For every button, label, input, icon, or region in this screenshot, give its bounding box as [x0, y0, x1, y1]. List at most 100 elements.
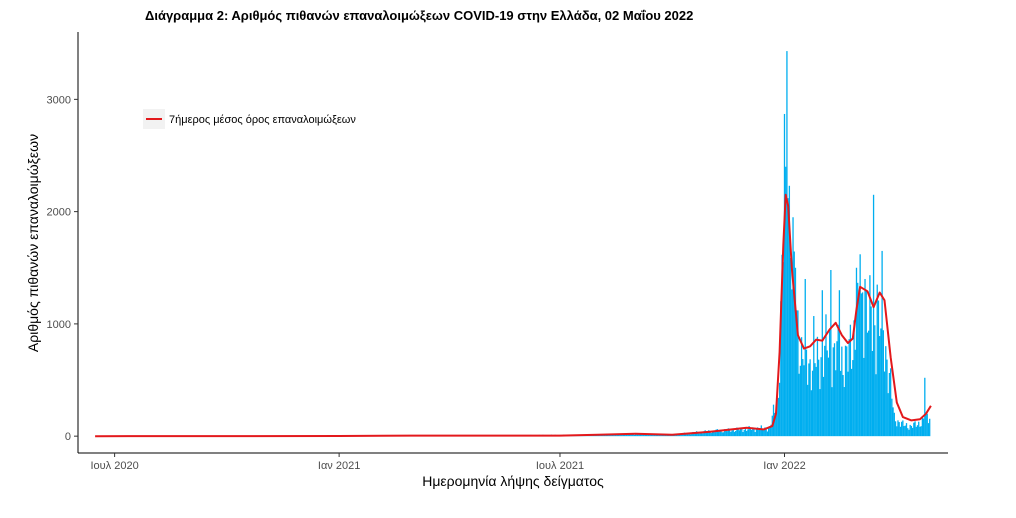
y-tick-label: 0: [65, 431, 71, 443]
daily-bar: [855, 267, 858, 437]
daily-bar: [700, 432, 703, 437]
daily-bar: [620, 434, 622, 437]
daily-bar: [625, 434, 627, 437]
daily-bar: [733, 431, 736, 437]
daily-bar: [638, 433, 640, 437]
legend-label: 7ήμερος μέσος όρος επαναλοιμώξεων: [169, 114, 356, 126]
daily-bar: [685, 433, 687, 437]
daily-bar: [814, 363, 816, 437]
daily-bar: [742, 432, 744, 437]
daily-bar: [818, 359, 820, 437]
daily-bar: [869, 275, 871, 437]
daily-bar: [756, 427, 759, 437]
daily-bar: [739, 427, 742, 437]
daily-bar: [802, 359, 804, 437]
daily-bar: [915, 426, 917, 437]
daily-bar: [858, 292, 860, 437]
daily-bar: [759, 428, 761, 437]
daily-bar: [704, 430, 706, 437]
daily-bar: [826, 350, 828, 437]
y-tick-label: 3000: [47, 94, 71, 106]
daily-bar: [761, 428, 764, 437]
daily-bar: [746, 430, 748, 437]
daily-bar: [842, 375, 844, 437]
seven-day-average-line: [95, 193, 932, 438]
daily-bar: [798, 373, 800, 437]
daily-bar: [749, 428, 751, 437]
daily-bar: [628, 434, 631, 437]
daily-bar: [849, 324, 852, 437]
daily-bar: [891, 398, 893, 437]
daily-bar: [678, 434, 681, 437]
daily-bar: [797, 310, 799, 437]
daily-bar: [879, 336, 881, 437]
daily-bar: [810, 390, 812, 437]
daily-bar: [908, 429, 910, 437]
daily-bar: [920, 426, 922, 437]
y-tick-label: 2000: [47, 207, 71, 219]
daily-bar: [870, 306, 872, 437]
daily-bar: [656, 434, 659, 437]
daily-bar: [868, 330, 870, 437]
daily-bar: [838, 290, 841, 437]
daily-bar: [722, 432, 725, 437]
daily-bar: [687, 433, 689, 437]
daily-bar: [897, 420, 899, 437]
daily-bar: [927, 423, 930, 437]
daily-bar: [658, 434, 660, 437]
daily-bar: [649, 434, 651, 437]
daily-bar: [727, 428, 730, 437]
y-axis-ticks: 0 1000 2000 3000: [47, 94, 78, 443]
daily-bar: [865, 291, 867, 437]
daily-bar: [694, 432, 697, 437]
daily-bar: [841, 346, 843, 437]
daily-bar: [910, 425, 913, 437]
daily-bar: [883, 371, 886, 437]
daily-bar: [777, 397, 780, 437]
daily-bar: [914, 421, 916, 437]
daily-bar: [861, 292, 864, 437]
daily-bar: [698, 433, 700, 437]
daily-bar: [864, 278, 866, 437]
daily-bar: [822, 376, 825, 437]
daily-bar: [754, 432, 756, 437]
daily-bar: [710, 433, 712, 437]
daily-bar: [880, 328, 882, 437]
daily-bar: [844, 345, 847, 437]
daily-bar: [830, 270, 832, 437]
daily-bar: [765, 429, 767, 437]
daily-bar: [697, 432, 699, 437]
daily-bar: [794, 267, 797, 437]
chart-title: Διάγραμμα 2: Αριθμός πιθανών επαναλοιμώξ…: [145, 8, 693, 23]
daily-bar: [815, 366, 817, 437]
daily-bar: [860, 293, 863, 437]
daily-bar: [902, 420, 904, 437]
daily-bar: [892, 407, 894, 437]
daily-bar: [800, 337, 803, 437]
daily-bar: [617, 434, 620, 437]
daily-bar: [786, 51, 788, 437]
daily-bar: [755, 428, 758, 437]
daily-bar: [715, 429, 717, 437]
daily-bar: [887, 393, 889, 437]
daily-bar: [641, 434, 643, 437]
daily-bar: [926, 413, 928, 437]
daily-bar: [885, 346, 887, 437]
daily-bar: [852, 360, 854, 437]
daily-bar: [877, 300, 880, 437]
daily-bar: [706, 431, 709, 437]
daily-bar: [689, 434, 692, 437]
daily-bar: [724, 429, 726, 437]
daily-bar: [825, 314, 827, 437]
daily-bar: [836, 341, 838, 437]
daily-bar: [720, 429, 722, 437]
daily-bar: [871, 351, 873, 437]
daily-bar: [614, 434, 616, 437]
daily-bar: [900, 421, 903, 437]
daily-bar: [705, 432, 708, 437]
daily-bar: [782, 262, 784, 437]
daily-bar: [811, 370, 814, 437]
daily-bar: [857, 282, 859, 437]
legend: 7ήμερος μέσος όρος επαναλοιμώξεων: [143, 109, 356, 129]
daily-bar: [896, 426, 898, 437]
